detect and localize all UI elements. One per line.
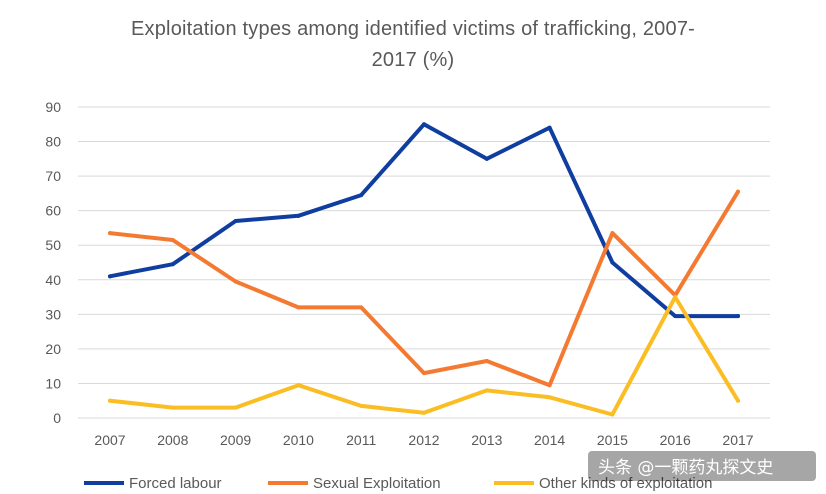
data-point bbox=[233, 279, 238, 284]
data-point bbox=[170, 262, 175, 267]
x-tick-label: 2014 bbox=[534, 432, 565, 448]
data-point bbox=[296, 213, 301, 218]
data-point bbox=[108, 274, 112, 279]
y-tick-label: 30 bbox=[45, 306, 61, 322]
y-tick-label: 0 bbox=[53, 410, 61, 426]
x-tick-label: 2009 bbox=[220, 432, 251, 448]
y-tick-label: 40 bbox=[45, 272, 61, 288]
y-tick-label: 20 bbox=[45, 341, 61, 357]
data-point bbox=[610, 260, 615, 265]
data-point bbox=[108, 398, 112, 403]
chart-title: Exploitation types among identified vict… bbox=[0, 14, 826, 76]
watermark-background bbox=[588, 451, 816, 481]
data-point bbox=[547, 125, 552, 130]
legend: Forced labour Sexual Exploitation Other ki… bbox=[84, 475, 712, 492]
legend-label: Forced labour bbox=[129, 475, 222, 492]
x-axis-ticks: 2007 2008 2009 2010 2011 2012 2013 2014 2015 2016… bbox=[94, 432, 753, 448]
data-point bbox=[736, 189, 740, 194]
data-point bbox=[610, 412, 615, 417]
data-point bbox=[359, 305, 364, 310]
series-lines bbox=[108, 122, 740, 417]
data-point bbox=[736, 398, 740, 403]
data-point bbox=[673, 295, 678, 300]
x-tick-label: 2017 bbox=[722, 432, 753, 448]
y-axis-ticks: 0 10 20 30 40 50 60 70 80 90 bbox=[45, 99, 61, 426]
data-point bbox=[296, 383, 301, 388]
x-tick-label: 2011 bbox=[346, 432, 376, 448]
data-point bbox=[359, 193, 364, 198]
data-point bbox=[233, 405, 238, 410]
data-point bbox=[422, 410, 426, 415]
data-point bbox=[296, 305, 301, 310]
data-point bbox=[484, 388, 489, 393]
x-tick-label: 2008 bbox=[157, 432, 188, 448]
chart-title-line-1: Exploitation types among identified vict… bbox=[130, 18, 696, 40]
watermark-text: 头条 @一颗药丸探文史 bbox=[598, 458, 773, 478]
data-point bbox=[736, 314, 740, 319]
x-tick-label: 2015 bbox=[597, 432, 628, 448]
data-point bbox=[422, 371, 426, 376]
data-point bbox=[170, 405, 175, 410]
data-point bbox=[484, 358, 489, 363]
y-tick-label: 90 bbox=[45, 99, 61, 115]
x-tick-label: 2013 bbox=[471, 432, 502, 448]
data-point bbox=[484, 156, 489, 161]
y-tick-label: 10 bbox=[45, 375, 61, 391]
data-point bbox=[108, 231, 112, 236]
data-point bbox=[547, 395, 552, 400]
legend-label: Sexual Exploitation bbox=[313, 475, 441, 492]
x-tick-label: 2016 bbox=[660, 432, 691, 448]
gridlines bbox=[78, 106, 770, 419]
x-tick-label: 2007 bbox=[94, 432, 125, 448]
data-point bbox=[547, 383, 552, 388]
y-tick-label: 60 bbox=[45, 203, 61, 219]
data-point bbox=[673, 314, 678, 319]
chart-title-line-2: 2017 (%) bbox=[371, 49, 455, 71]
x-tick-label: 2010 bbox=[283, 432, 314, 448]
data-point bbox=[359, 403, 364, 408]
data-point bbox=[610, 231, 615, 236]
series-line-forced-labour bbox=[108, 122, 740, 319]
data-point bbox=[422, 122, 426, 127]
y-tick-label: 50 bbox=[45, 237, 61, 253]
legend-label: Other kinds of exploitation bbox=[539, 475, 712, 492]
y-tick-label: 80 bbox=[45, 134, 61, 150]
data-point bbox=[233, 219, 238, 224]
data-point bbox=[170, 238, 175, 243]
y-tick-label: 70 bbox=[45, 168, 61, 184]
x-tick-label: 2012 bbox=[408, 432, 439, 448]
